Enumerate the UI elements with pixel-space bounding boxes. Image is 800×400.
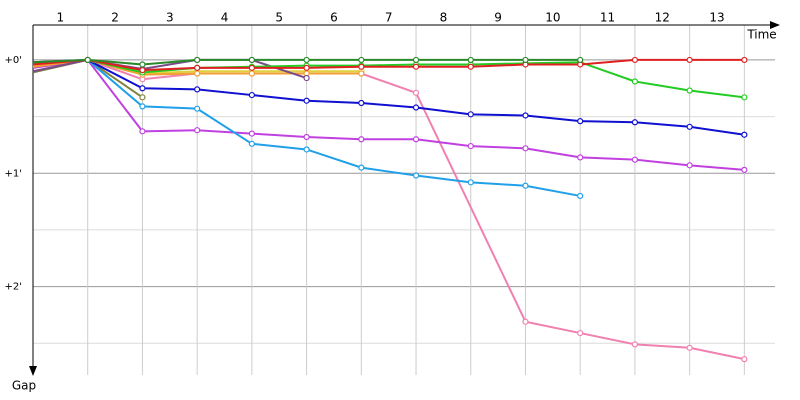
data-point <box>467 179 474 186</box>
data-point <box>522 182 529 189</box>
series-line <box>32 58 745 171</box>
y-axis-label: Gap <box>12 379 36 393</box>
data-point <box>303 64 310 71</box>
data-point <box>194 86 201 93</box>
data-point <box>139 103 146 110</box>
data-point <box>412 56 420 64</box>
series-line <box>32 58 745 136</box>
x-tick-label: 4 <box>221 11 229 25</box>
data-point <box>248 130 255 137</box>
data-point <box>741 356 748 363</box>
x-tick-label: 9 <box>494 11 502 25</box>
data-point <box>686 344 693 351</box>
data-point <box>139 94 146 101</box>
data-point <box>194 105 201 112</box>
y-tick-label: +2' <box>5 282 23 293</box>
x-tick-label: 13 <box>709 11 724 25</box>
data-point <box>139 61 146 68</box>
x-tick-label: 6 <box>330 11 338 25</box>
data-point <box>522 318 529 325</box>
x-axis-label: Time <box>746 28 776 42</box>
data-point <box>412 172 420 179</box>
data-point <box>194 56 201 64</box>
x-tick-label: 5 <box>275 11 283 25</box>
x-tick-label: 7 <box>385 11 393 25</box>
data-point <box>631 341 639 348</box>
x-tick-label: 12 <box>655 11 670 25</box>
y-axis-arrow <box>29 366 37 376</box>
series-line <box>32 58 745 72</box>
data-point <box>194 127 201 134</box>
data-point <box>631 119 639 126</box>
data-point <box>577 118 584 125</box>
x-tick-label: 3 <box>166 11 174 25</box>
data-point <box>741 166 748 173</box>
data-point <box>358 70 365 77</box>
data-point <box>358 56 365 64</box>
data-point <box>467 142 474 150</box>
x-tick-label: 11 <box>600 11 615 25</box>
data-point <box>303 97 310 104</box>
data-point <box>686 162 693 169</box>
y-tick-label: +0' <box>5 55 23 66</box>
data-point <box>303 146 310 153</box>
data-point <box>686 87 693 94</box>
x-tick-label: 10 <box>545 11 560 25</box>
data-point <box>139 67 146 74</box>
data-point <box>248 91 255 99</box>
data-point <box>248 70 255 77</box>
data-point <box>194 64 201 71</box>
data-point <box>84 56 91 64</box>
data-point <box>631 78 639 85</box>
data-point <box>303 133 310 141</box>
data-point <box>631 56 639 64</box>
x-axis-arrow <box>770 21 780 29</box>
data-point <box>741 131 748 138</box>
data-point <box>522 56 529 64</box>
data-point <box>248 56 255 64</box>
data-point <box>248 140 255 147</box>
data-point <box>577 329 584 337</box>
data-point <box>741 94 748 101</box>
x-tick-label: 2 <box>111 11 119 25</box>
data-point <box>358 99 365 107</box>
data-point <box>577 56 584 64</box>
series-line <box>32 58 307 80</box>
data-point <box>741 56 748 64</box>
data-point <box>522 112 529 119</box>
data-point <box>303 74 310 82</box>
data-point <box>467 111 474 118</box>
data-point <box>412 136 420 143</box>
data-point <box>522 145 529 152</box>
data-point <box>412 104 420 111</box>
x-tick-label: 1 <box>57 11 65 25</box>
data-point <box>467 56 474 64</box>
data-point <box>139 128 146 135</box>
data-point <box>686 56 693 64</box>
x-tick-label: 8 <box>440 11 448 25</box>
data-point <box>358 164 365 171</box>
data-point <box>577 154 584 161</box>
data-point <box>139 85 146 92</box>
series-line <box>32 58 745 99</box>
data-point <box>358 136 365 143</box>
data-point <box>303 56 310 64</box>
data-point <box>194 70 201 77</box>
data-point <box>467 63 474 70</box>
data-point <box>248 64 255 71</box>
data-point <box>412 63 420 70</box>
y-tick-label: +1' <box>5 168 23 179</box>
data-point <box>686 123 693 130</box>
data-point <box>631 156 639 163</box>
data-point <box>412 89 420 96</box>
data-point <box>577 192 584 200</box>
data-point <box>358 63 365 70</box>
